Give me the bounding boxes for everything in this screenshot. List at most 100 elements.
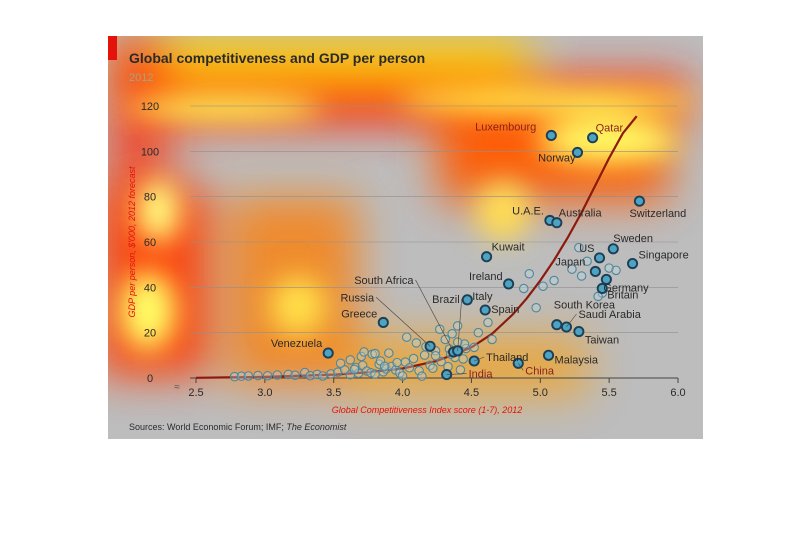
y-tick-label: 120 bbox=[141, 101, 159, 113]
point-label: South Africa bbox=[354, 275, 414, 287]
source-text: Sources: World Economic Forum; IMF; bbox=[129, 422, 286, 432]
leader-line bbox=[446, 373, 467, 375]
data-point bbox=[356, 351, 367, 362]
data-point bbox=[397, 371, 408, 381]
point-label: Kuwait bbox=[492, 242, 525, 254]
data-point bbox=[519, 283, 529, 294]
data-point bbox=[414, 365, 424, 376]
data-point bbox=[524, 268, 535, 279]
data-point bbox=[229, 371, 240, 382]
data-point bbox=[370, 348, 380, 359]
data-point bbox=[531, 302, 541, 313]
data-point bbox=[459, 339, 470, 349]
data-point bbox=[447, 329, 457, 339]
data-point bbox=[593, 291, 603, 302]
data-point bbox=[262, 370, 273, 381]
data-point bbox=[349, 364, 360, 375]
leader-line bbox=[474, 356, 485, 362]
data-points bbox=[229, 129, 645, 382]
data-point bbox=[473, 327, 484, 338]
x-tick-label: 4.5 bbox=[464, 387, 479, 399]
data-point bbox=[305, 370, 316, 381]
data-point bbox=[326, 369, 336, 379]
data-point bbox=[455, 365, 466, 375]
data-point-highlight bbox=[587, 132, 599, 144]
point-label: Sweden bbox=[613, 233, 653, 245]
x-tick-label: 5.5 bbox=[601, 387, 616, 399]
point-label: India bbox=[469, 369, 494, 381]
point-label: South Korea bbox=[554, 300, 616, 312]
point-label: U.A.E. bbox=[512, 205, 544, 217]
data-point-highlight bbox=[593, 252, 606, 264]
leader-lines bbox=[375, 279, 577, 375]
y-axis-label: GDP per person, $'000, 2012 forecast bbox=[127, 166, 137, 317]
point-label: Switzerland bbox=[629, 208, 686, 220]
point-label: Ireland bbox=[469, 271, 503, 283]
data-point bbox=[428, 363, 438, 374]
data-point bbox=[417, 371, 427, 381]
data-point-highlight bbox=[512, 357, 524, 369]
point-label: Japan bbox=[555, 256, 585, 268]
data-point-highlight bbox=[551, 217, 563, 229]
data-point bbox=[582, 256, 592, 267]
data-point-highlight bbox=[600, 273, 612, 285]
data-point bbox=[483, 317, 493, 328]
point-label: Britain bbox=[607, 289, 638, 301]
data-point-highlight bbox=[377, 316, 389, 329]
data-point-highlight bbox=[571, 146, 584, 159]
data-point bbox=[392, 357, 402, 368]
data-point bbox=[333, 367, 343, 377]
leader-line bbox=[375, 297, 431, 347]
x-tick-label: 5.0 bbox=[533, 387, 548, 399]
y-tick-label: 0 bbox=[147, 373, 153, 385]
point-label: Germany bbox=[603, 282, 649, 294]
data-point-highlight bbox=[627, 257, 639, 270]
point-label: Brazil bbox=[432, 294, 460, 306]
data-point bbox=[567, 264, 577, 274]
data-point-highlight bbox=[481, 251, 493, 263]
data-point bbox=[300, 367, 310, 378]
chart-title: Global competitiveness and GDP per perso… bbox=[129, 50, 425, 66]
chart-figure: Global competitiveness and GDP per perso… bbox=[108, 36, 703, 439]
point-label: China bbox=[525, 365, 555, 377]
x-tick-label: 4.0 bbox=[395, 387, 410, 399]
title-accent-bar bbox=[108, 36, 117, 60]
point-label: Greece bbox=[341, 308, 377, 320]
data-point bbox=[436, 356, 446, 367]
point-label: Norway bbox=[538, 152, 576, 164]
point-label: Qatar bbox=[596, 123, 624, 135]
y-tick-label: 100 bbox=[141, 146, 159, 158]
point-label: Malaysia bbox=[555, 354, 599, 366]
data-point bbox=[290, 370, 300, 381]
data-point bbox=[411, 338, 422, 348]
source-publication: The Economist bbox=[286, 422, 347, 432]
point-label: US bbox=[579, 243, 594, 255]
point-label: Russia bbox=[340, 292, 375, 304]
data-point bbox=[538, 281, 548, 291]
heatmap-overlay bbox=[108, 36, 698, 396]
data-point bbox=[283, 369, 294, 380]
y-tick-label: 60 bbox=[144, 237, 156, 249]
data-point bbox=[574, 242, 584, 253]
data-point bbox=[404, 363, 415, 373]
data-point bbox=[401, 332, 412, 342]
data-point bbox=[419, 350, 430, 360]
data-point-highlight bbox=[542, 349, 555, 361]
source-note: Sources: World Economic Forum; IMF; The … bbox=[129, 422, 347, 432]
data-point bbox=[469, 342, 479, 353]
data-point bbox=[452, 337, 463, 347]
data-point bbox=[576, 271, 587, 281]
data-point-highlight bbox=[322, 347, 334, 359]
axis-ticks: 0 20 40 60 80 100 120 2.5 3.0 3.5 4.0 4.5 5.0 5.5 6.0 bbox=[141, 101, 686, 399]
x-tick-label: 6.0 bbox=[670, 387, 685, 399]
data-point bbox=[253, 370, 263, 381]
axis-break-icon: ≈ bbox=[174, 382, 180, 393]
data-point bbox=[236, 371, 247, 381]
point-label: Saudi Arabia bbox=[578, 309, 641, 321]
data-point bbox=[272, 370, 283, 380]
data-point-highlight bbox=[596, 282, 608, 295]
x-tick-label: 3.0 bbox=[257, 387, 272, 399]
data-point-highlight bbox=[573, 325, 585, 338]
data-point bbox=[408, 353, 419, 364]
chart-svg: Global competitiveness and GDP per perso… bbox=[108, 36, 703, 439]
